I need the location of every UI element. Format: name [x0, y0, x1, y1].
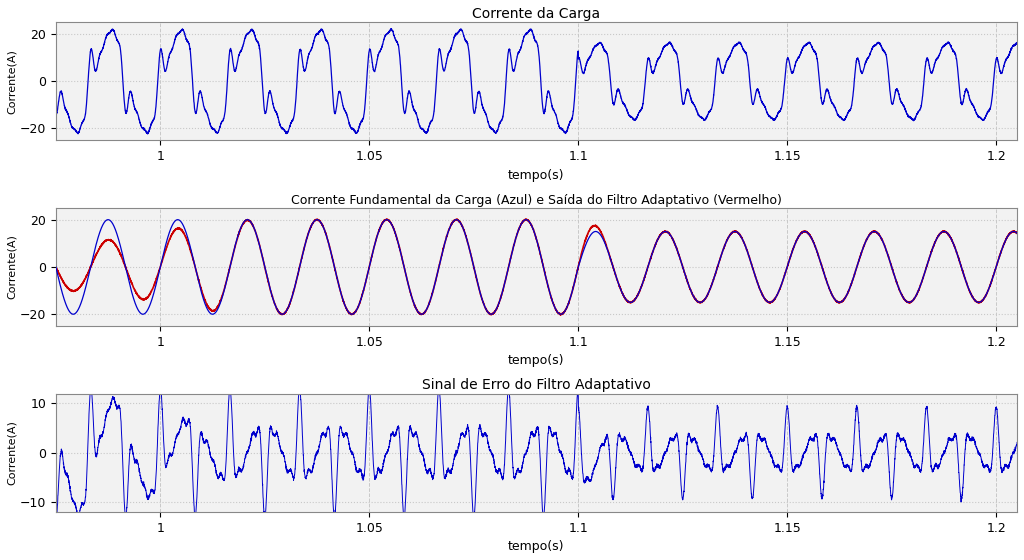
X-axis label: tempo(s): tempo(s)	[508, 169, 564, 181]
Title: Corrente da Carga: Corrente da Carga	[472, 7, 600, 21]
Title: Sinal de Erro do Filtro Adaptativo: Sinal de Erro do Filtro Adaptativo	[422, 379, 651, 393]
Y-axis label: Corrente(A): Corrente(A)	[7, 235, 17, 300]
Y-axis label: Corrente(A): Corrente(A)	[7, 49, 17, 114]
Title: Corrente Fundamental da Carga (Azul) e Saída do Filtro Adaptativo (Vermelho): Corrente Fundamental da Carga (Azul) e S…	[291, 194, 782, 207]
Y-axis label: Corrente(A): Corrente(A)	[7, 420, 17, 485]
X-axis label: tempo(s): tempo(s)	[508, 354, 564, 367]
X-axis label: tempo(s): tempo(s)	[508, 540, 564, 553]
